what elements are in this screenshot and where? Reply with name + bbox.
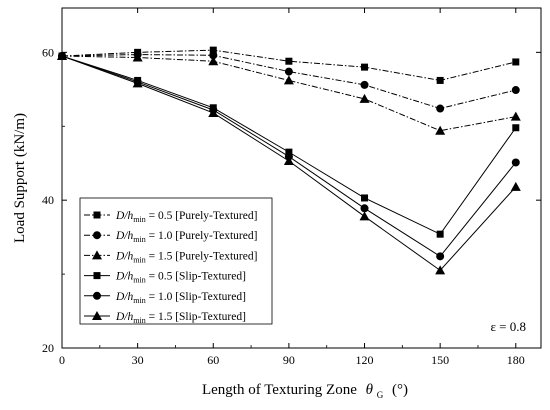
data-point: [511, 158, 520, 167]
legend-item: D/hmin = 0.5 [Purely-Textured]: [84, 210, 257, 224]
y-tick-label: 40: [42, 193, 54, 207]
legend-label: D/hmin = 1.5 [Purely-Textured]: [115, 250, 257, 264]
epsilon-annotation: ε = 0.8: [490, 319, 526, 334]
legend-item: D/hmin = 0.5 [Slip-Textured]: [84, 271, 246, 285]
axis-ticks: 0 30 60 90 120 150 180 20 40 60: [42, 8, 541, 367]
data-point: [511, 86, 520, 95]
data-point: [209, 46, 217, 54]
data-point: [436, 76, 444, 84]
data-point: [360, 204, 369, 213]
data-point: [132, 78, 143, 88]
data-point: [512, 58, 520, 66]
legend-marker: [93, 272, 101, 280]
data-point: [436, 230, 444, 238]
data-point: [57, 51, 67, 61]
data-point: [359, 93, 370, 103]
legend-marker: [93, 231, 101, 240]
x-tick-label: 180: [507, 353, 525, 367]
data-point: [359, 211, 370, 221]
data-point: [283, 156, 294, 165]
x-tick-label: 90: [283, 353, 295, 367]
data-point: [284, 67, 293, 76]
series-line: [61, 55, 516, 132]
legend-label: D/hmin = 0.5 [Purely-Textured]: [115, 210, 257, 224]
legend-item: D/hmin = 1.0 [Purely-Textured]: [84, 230, 257, 244]
x-axis-symbol: θ: [366, 382, 374, 398]
x-axis-unit: (°): [392, 382, 408, 398]
legend-items: D/hmin = 0.5 [Purely-Textured] D/hmin = 1…: [84, 210, 257, 325]
legend-label: D/hmin = 1.0 [Slip-Textured]: [115, 291, 246, 305]
data-point: [361, 63, 369, 71]
y-tick-label: 60: [42, 45, 54, 59]
legend-marker: [92, 311, 102, 320]
plot-frame: [61, 7, 542, 349]
legend-label: D/hmin = 0.5 [Slip-Textured]: [115, 271, 246, 285]
legend-item: D/hmin = 1.0 [Slip-Textured]: [84, 291, 246, 305]
x-tick-label: 120: [356, 353, 374, 367]
legend-marker: [93, 211, 101, 219]
data-point: [512, 124, 520, 132]
legend: D/hmin = 0.5 [Purely-Textured] D/hmin = 1…: [79, 197, 273, 325]
x-axis-title: Length of Texturing Zone θ G (°): [202, 382, 408, 402]
data-point: [285, 148, 293, 156]
data-point: [209, 51, 218, 60]
y-tick-label: 20: [42, 341, 54, 355]
data-point: [132, 52, 143, 62]
series-layer: [57, 46, 521, 275]
data-point: [435, 265, 446, 275]
legend-marker: [92, 250, 102, 260]
data-point: [283, 75, 294, 85]
data-point: [436, 252, 445, 261]
x-axis-symbol-subscript: G: [377, 390, 384, 400]
data-point: [208, 107, 219, 117]
data-point: [435, 125, 446, 135]
legend-label: D/hmin = 1.0 [Purely-Textured]: [115, 230, 257, 244]
data-point: [361, 194, 369, 202]
series-6: [57, 51, 521, 275]
x-tick-label: 0: [59, 353, 65, 367]
data-point: [360, 80, 369, 89]
legend-item: D/hmin = 1.5 [Purely-Textured]: [84, 250, 257, 264]
data-point: [208, 56, 219, 66]
legend-item: D/hmin = 1.5 [Slip-Textured]: [84, 311, 246, 325]
data-point: [510, 181, 521, 191]
x-tick-label: 60: [207, 353, 219, 367]
data-point: [285, 57, 293, 65]
data-point: [510, 111, 521, 121]
x-axis-title-text: Length of Texturing Zone: [202, 382, 357, 398]
legend-marker: [93, 291, 101, 300]
data-point: [436, 104, 445, 113]
legend-label: D/hmin = 1.5 [Slip-Textured]: [115, 311, 246, 325]
y-axis-title: Load Support (kN/m): [12, 113, 28, 243]
legend-box: [79, 197, 273, 325]
x-tick-label: 30: [132, 353, 144, 367]
x-tick-label: 150: [431, 353, 449, 367]
